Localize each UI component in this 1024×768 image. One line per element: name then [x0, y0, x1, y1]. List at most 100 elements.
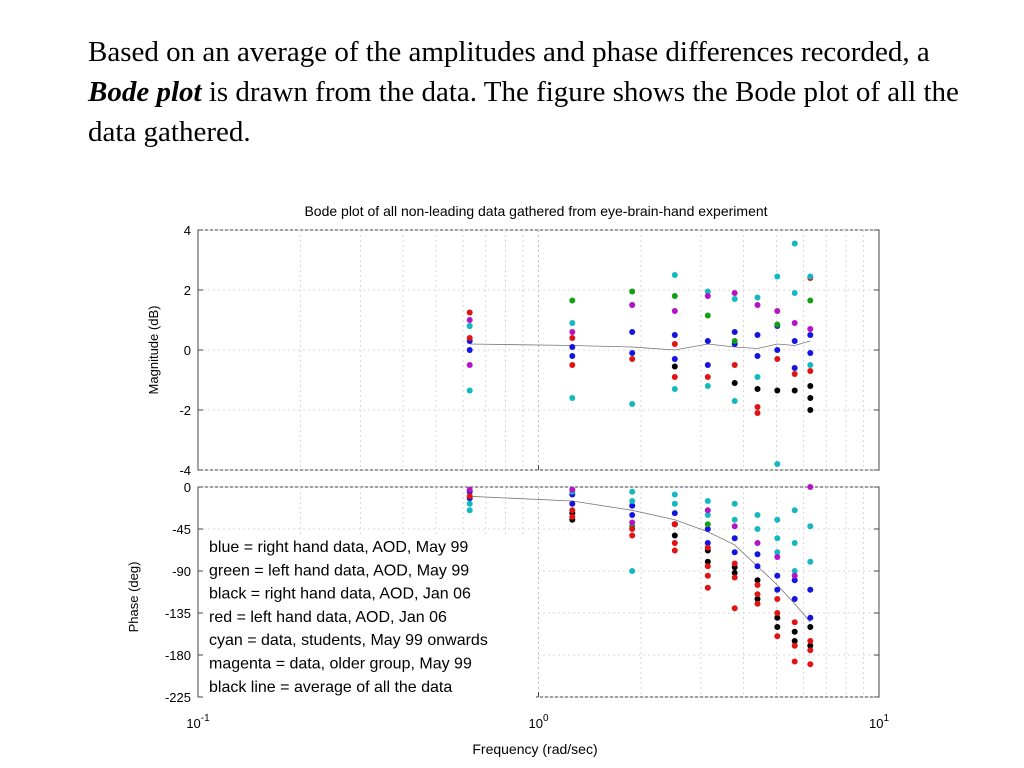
magnitude-point-cyan	[629, 401, 636, 407]
magnitude-point-cyan	[704, 383, 711, 389]
phase-point-cyan	[671, 500, 678, 507]
magnitude-point-blue	[791, 338, 798, 344]
legend-entry: cyan = data, students, May 99 onwards	[209, 632, 488, 649]
magnitude-series-red	[466, 275, 814, 416]
phase-point-cyan	[754, 526, 761, 532]
phase-point-cyan	[774, 516, 781, 523]
phase-point-black	[807, 624, 814, 630]
legend-entry: black line = average of all the data	[209, 679, 452, 696]
phase-point-blue	[807, 614, 814, 621]
legend-entry: black = right hand data, AOD, Jan 06	[209, 586, 471, 603]
phase-point-red	[704, 563, 711, 570]
phase-ytick-label: 0	[184, 480, 191, 495]
x-tick-label: 10-1	[186, 713, 210, 731]
phase-point-cyan	[791, 540, 798, 546]
phase-point-cyan	[466, 507, 473, 514]
magnitude-point-blue	[466, 347, 473, 353]
magnitude-point-black	[807, 383, 814, 389]
phase-point-red	[791, 619, 798, 626]
phase-point-cyan	[774, 549, 781, 556]
phase-point-cyan	[731, 500, 738, 507]
phase-point-blue	[731, 549, 738, 556]
phase-point-cyan	[754, 512, 761, 518]
phase-average-line	[469, 495, 811, 623]
phase-point-red	[791, 658, 798, 665]
magnitude-point-cyan	[569, 320, 576, 326]
magnitude-point-cyan	[807, 362, 814, 368]
magnitude-point-blue	[791, 365, 798, 371]
magnitude-point-black	[774, 387, 781, 394]
magnitude-point-red	[807, 368, 814, 374]
magnitude-point-black	[731, 380, 738, 386]
magnitude-point-magenta	[704, 293, 711, 299]
phase-point-cyan	[466, 500, 473, 507]
magnitude-point-blue	[754, 332, 761, 338]
phase-point-black	[774, 624, 781, 630]
phase-point-cyan	[704, 498, 711, 504]
phase-point-red	[807, 638, 814, 644]
x-axis-label: Frequency (rad/sec)	[472, 741, 597, 757]
magnitude-point-blue	[569, 353, 576, 359]
phase-point-red	[807, 661, 814, 668]
magnitude-point-black	[671, 363, 678, 370]
magnitude-point-red	[569, 335, 576, 341]
magnitude-point-blue	[754, 353, 761, 359]
magnitude-point-red	[569, 362, 576, 368]
phase-point-red	[629, 532, 636, 539]
phase-point-cyan	[791, 568, 798, 574]
magnitude-point-magenta	[791, 320, 798, 326]
magnitude-point-red	[671, 374, 678, 380]
phase-point-red	[774, 610, 781, 616]
magnitude-point-cyan	[569, 395, 576, 401]
phase-point-red	[704, 544, 711, 551]
phase-point-blue	[671, 510, 678, 517]
magnitude-point-blue	[629, 329, 636, 335]
magnitude-point-green	[671, 293, 678, 299]
phase-point-magenta	[774, 554, 781, 560]
phase-point-blue	[754, 551, 761, 558]
phase-point-black	[671, 532, 678, 539]
phase-point-black	[774, 614, 781, 621]
magnitude-point-cyan	[671, 386, 678, 392]
magnitude-point-magenta	[629, 302, 636, 308]
magnitude-point-blue	[807, 332, 814, 338]
magnitude-average-line	[469, 340, 811, 351]
phase-point-cyan	[807, 523, 814, 530]
magnitude-point-blue	[704, 338, 711, 344]
phase-point-blue	[629, 502, 636, 509]
phase-point-red	[671, 547, 678, 554]
magnitude-point-black	[807, 395, 814, 401]
phase-point-green	[704, 521, 711, 528]
phase-point-red	[671, 540, 678, 546]
x-tick-label: 101	[869, 713, 889, 731]
phase-point-cyan	[629, 488, 636, 495]
phase-point-red	[704, 572, 711, 579]
legend: blue = right hand data, AOD, May 99 green…	[203, 535, 536, 698]
legend-entry: magenta = data, older group, May 99	[209, 656, 472, 673]
phase-point-blue	[629, 512, 636, 518]
phase-y-label: Phase (deg)	[126, 562, 141, 633]
phase-ytick-label: -135	[165, 606, 191, 621]
magnitude-series-blue	[466, 323, 814, 371]
magnitude-ytick-label: -4	[179, 463, 191, 478]
magnitude-point-blue	[731, 329, 738, 335]
paragraph-text-before: Based on an average of the amplitudes an…	[88, 36, 930, 68]
phase-series-red	[466, 493, 814, 668]
phase-point-blue	[569, 500, 576, 507]
magnitude-point-cyan	[466, 387, 473, 394]
magnitude-point-green	[731, 338, 738, 344]
magnitude-point-cyan	[754, 374, 761, 380]
phase-point-blue	[774, 572, 781, 579]
phase-point-blue	[807, 586, 814, 593]
magnitude-point-red	[731, 362, 738, 368]
magnitude-y-label: Magnitude (dB)	[146, 306, 161, 395]
magnitude-point-blue	[774, 347, 781, 353]
phase-point-red	[754, 582, 761, 588]
legend-box	[203, 535, 536, 698]
magnitude-point-cyan	[754, 294, 761, 301]
magnitude-point-magenta	[731, 290, 738, 296]
magnitude-series-magenta	[466, 290, 814, 368]
legend-entry: red = left hand data, AOD, Jan 06	[209, 609, 447, 626]
magnitude-point-green	[807, 297, 814, 304]
